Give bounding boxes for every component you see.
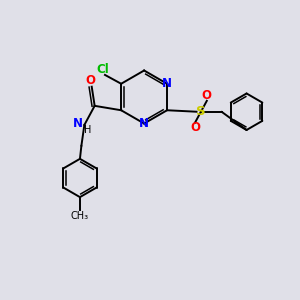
Text: O: O: [202, 89, 212, 102]
Text: N: N: [73, 117, 83, 130]
Text: N: N: [162, 77, 172, 90]
Text: H: H: [84, 125, 92, 135]
Text: Cl: Cl: [96, 63, 109, 76]
Text: S: S: [196, 105, 206, 118]
Text: N: N: [139, 117, 149, 130]
Text: CH₃: CH₃: [71, 211, 89, 221]
Text: O: O: [85, 74, 95, 87]
Text: O: O: [190, 122, 200, 134]
